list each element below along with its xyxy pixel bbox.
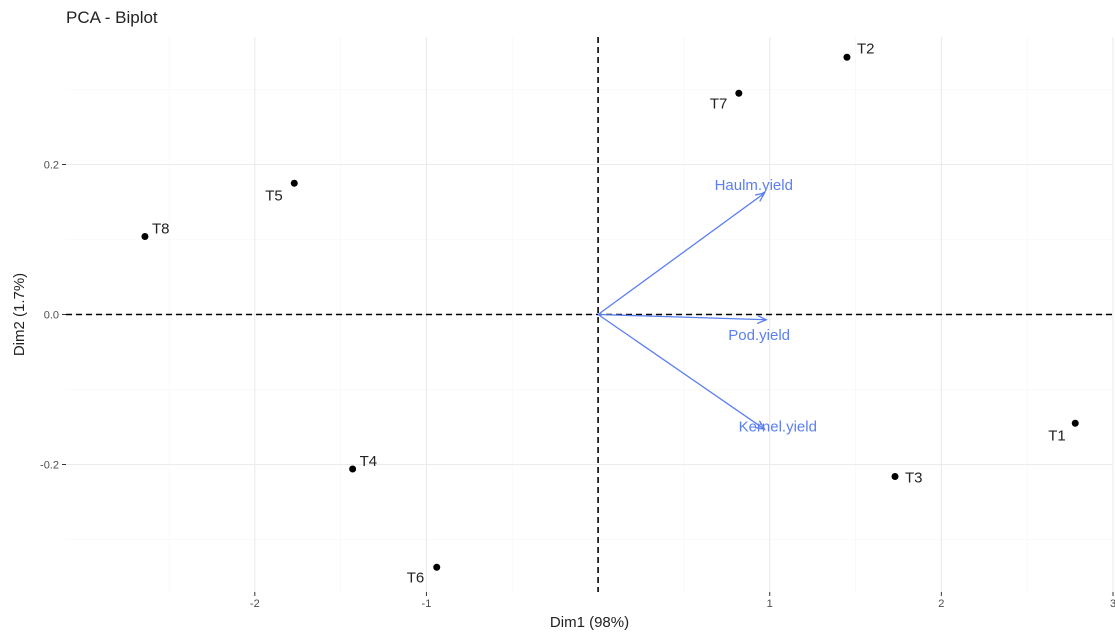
point-label: T8: [152, 221, 170, 238]
point-label: T3: [905, 470, 923, 487]
data-point: [290, 179, 298, 187]
point-label: T5: [265, 187, 283, 204]
data-point: [433, 563, 441, 571]
vector-label: Pod.yield: [728, 327, 790, 344]
y-tick-label: 0.2: [44, 160, 59, 172]
vector-arrow: [597, 313, 764, 430]
y-tick-label: -0.2: [40, 460, 59, 472]
y-axis-title: Dim2 (1.7%): [11, 273, 28, 356]
axes: -2 -1 1 2 3 -0.2 0.0 0.2: [40, 160, 1115, 611]
point-label: T7: [710, 95, 728, 112]
individual-points: T1 T2 T3 T4 T5 T6 T7 T8: [141, 40, 1079, 586]
vector-label: Kernel.yield: [739, 418, 817, 435]
data-point: [735, 89, 743, 97]
vector-arrow: [598, 313, 766, 320]
chart-title: PCA - Biplot: [66, 8, 158, 27]
x-tick-label: -1: [422, 598, 432, 610]
data-point: [349, 465, 357, 473]
point-label: T1: [1048, 427, 1066, 444]
x-tick-label: 3: [1110, 598, 1115, 610]
data-point: [141, 233, 149, 240]
point-label: T2: [857, 40, 875, 57]
point-label: T4: [360, 453, 378, 470]
vector-label: Haulm.yield: [715, 177, 793, 194]
x-tick-label: 2: [938, 598, 944, 610]
data-point: [843, 53, 851, 61]
vector-arrow: [597, 193, 764, 316]
x-tick-label: 1: [767, 598, 773, 610]
reference-lines: [66, 37, 1113, 592]
y-tick-label: 0.0: [44, 310, 59, 322]
variable-vectors: Haulm.yield Pod.yield Kernel.yield: [597, 177, 817, 435]
x-tick-label: -2: [250, 598, 260, 610]
x-axis-title: Dim1 (98%): [550, 614, 629, 631]
point-label: T6: [407, 569, 425, 586]
data-point: [1071, 419, 1079, 427]
data-point: [891, 473, 899, 480]
